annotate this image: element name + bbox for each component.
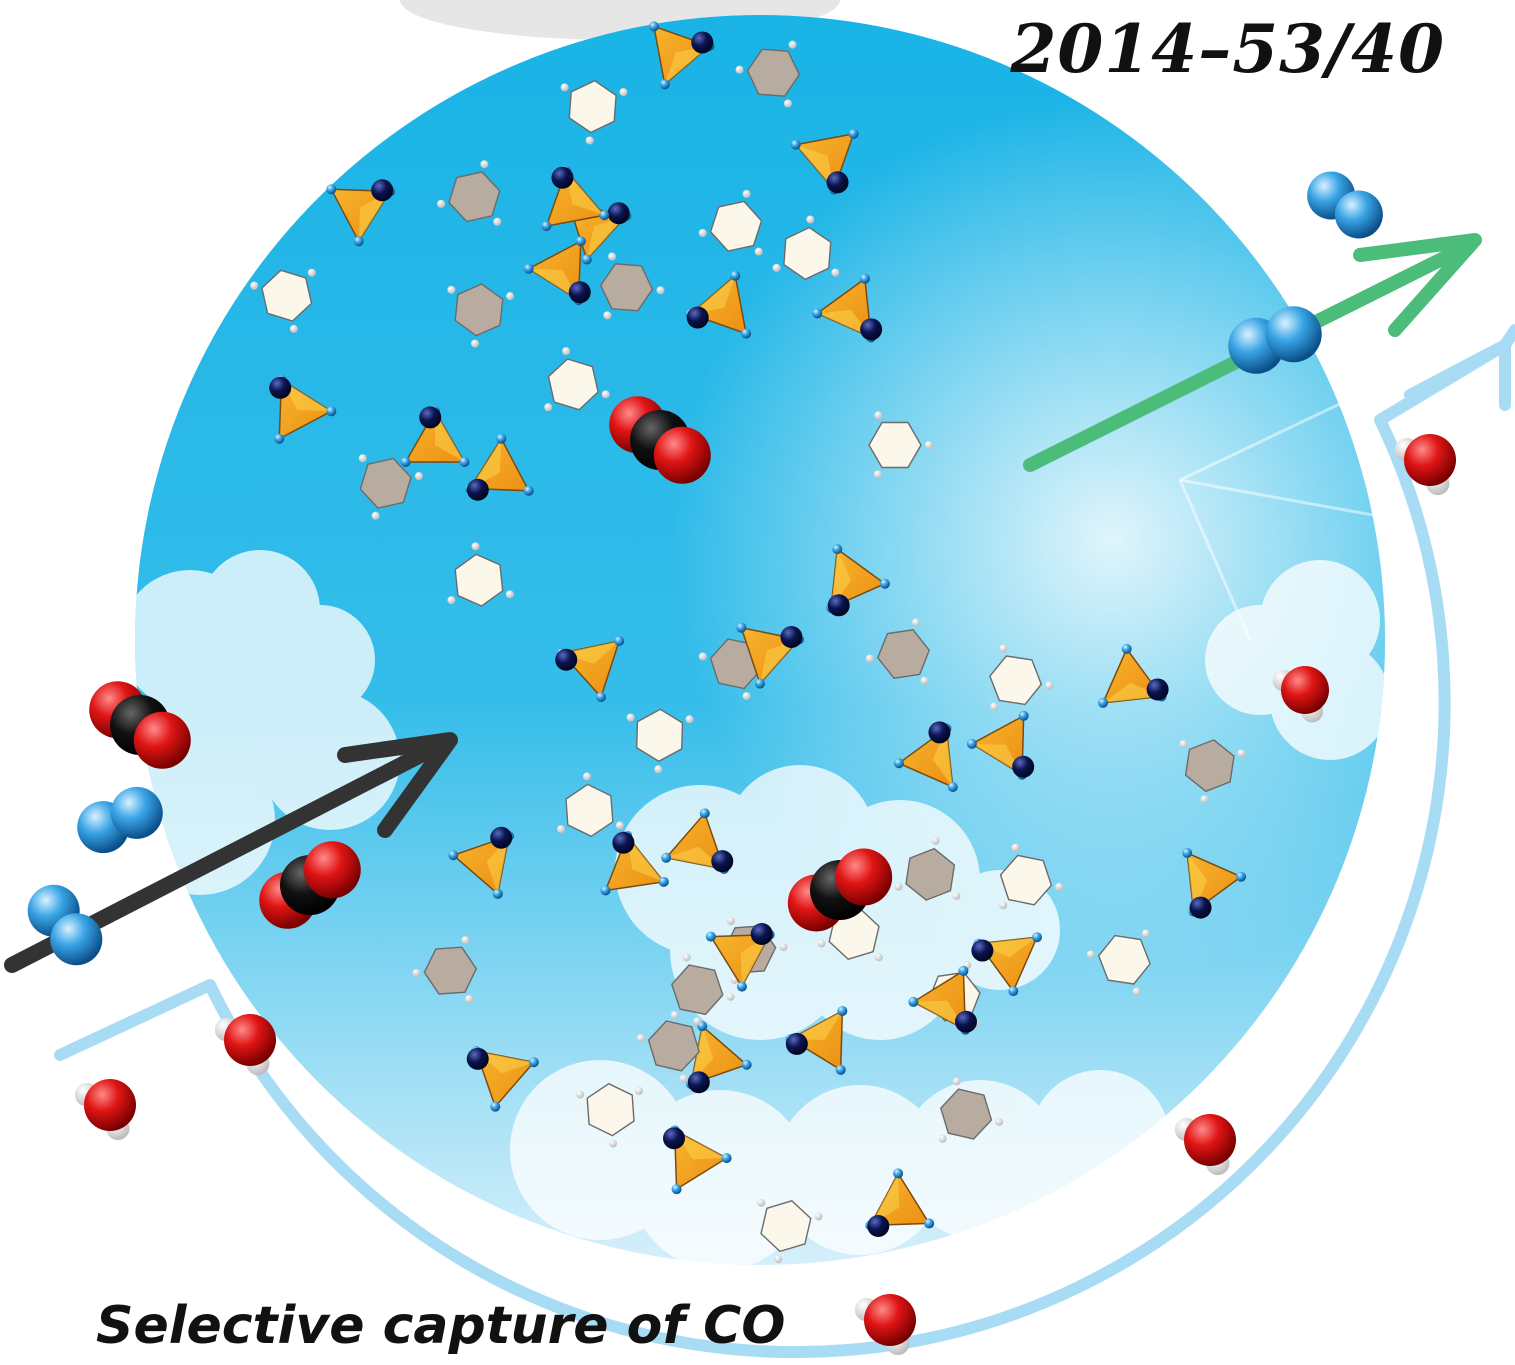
linker-hexagon-icon [565,783,614,838]
linker-hexagon-icon [647,1020,700,1072]
linker-hexagon-icon [448,171,501,223]
linker-hexagon-icon [877,629,930,679]
zinc-tetrahedron-icon [966,710,1029,780]
linker-hexagon-icon [547,358,599,411]
linker-hexagon-icon [940,1088,993,1140]
zinc-tetrahedron-icon [471,1046,539,1112]
n2-molecule-icon [27,884,103,966]
linker-hexagon-icon [868,421,922,469]
n2-molecule-icon [1228,306,1322,374]
co2-molecule-icon [787,848,893,932]
h2o-molecule-icon [1394,434,1456,496]
linker-hexagon-icon [568,79,617,134]
h2o-molecule-icon [1174,1114,1236,1176]
linker-hexagon-icon [905,847,956,901]
co2-molecule-icon [609,396,711,484]
linker-hexagon-icon [671,964,724,1016]
linker-hexagon-icon [423,946,478,995]
linker-hexagon-icon [989,655,1043,706]
linker-hexagon-icon [586,1082,635,1137]
issue-code: 2014–53/40 [1010,10,1445,88]
linker-hexagon-icon [635,708,684,763]
zinc-tetrahedron-icon [705,929,775,992]
n2-molecule-icon [1307,171,1383,239]
linker-hexagon-icon [261,269,313,322]
linker-hexagon-icon [454,283,504,337]
linker-hexagon-icon [1184,739,1235,793]
linker-hexagon-icon [760,1200,812,1253]
co2-molecule-icon [259,841,361,929]
zinc-tetrahedron-icon [826,544,890,613]
linker-hexagon-icon [709,200,763,252]
zinc-tetrahedron-icon [448,831,514,899]
zinc-tetrahedron-icon [274,374,337,444]
outlet-arrow-icon [1404,324,1515,401]
h2o-molecule-icon [1272,666,1329,723]
zinc-tetrahedron-icon [669,1125,732,1195]
zinc-tetrahedron-icon [600,830,669,896]
molecules-layer [27,171,1456,1356]
linker-hexagon-icon [359,457,412,509]
linker-hexagon-icon [599,263,654,312]
outlet-loop-arrow [54,339,1511,1359]
linker-hexagon-icon [1097,934,1151,985]
linker-hexagon-icon [454,553,504,607]
linker-hexagon-icon [999,854,1053,906]
co2-molecule-icon [89,681,191,769]
zinc-tetrahedron-icon [400,406,470,467]
framework-cluster-icon [250,21,1247,1264]
zinc-tetrahedron-icon [326,184,396,247]
n2-molecule-icon [77,786,163,854]
zinc-tetrahedron-icon [686,1021,752,1089]
h2o-molecule-icon [854,1294,916,1356]
h2o-molecule-icon [74,1079,136,1141]
zinc-tetrahedron-icon [865,1168,935,1231]
h2o-molecule-icon [214,1014,276,1076]
linker-hexagon-icon [783,226,832,281]
cover-caption: Selective capture of CO [96,1296,786,1356]
linker-hexagon-icon [746,48,801,97]
zinc-tetrahedron-icon [541,165,610,232]
